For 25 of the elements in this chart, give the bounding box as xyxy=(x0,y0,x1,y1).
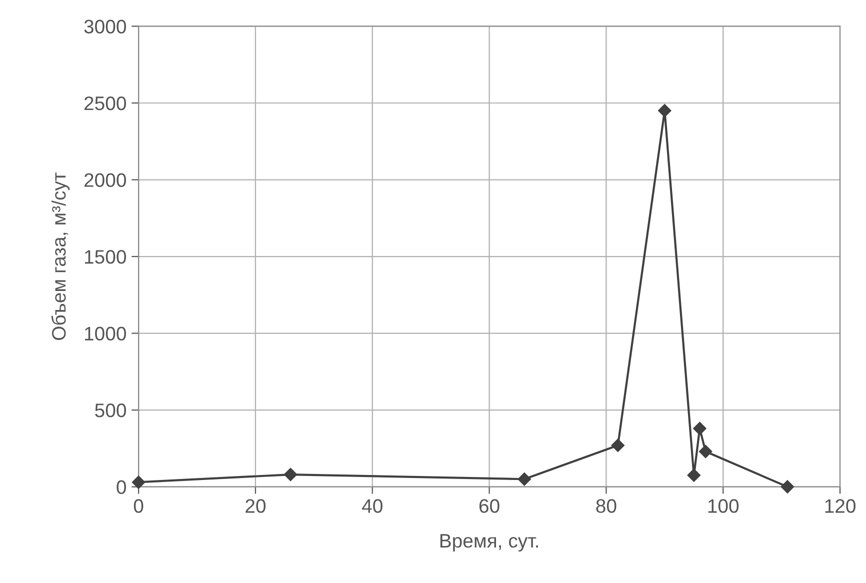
point xyxy=(611,438,624,452)
x-tick-label: 40 xyxy=(362,499,382,513)
y-tick-label: 1500 xyxy=(84,250,126,264)
x-tick-label: 100 xyxy=(708,499,739,513)
point xyxy=(698,444,712,458)
point xyxy=(132,476,146,489)
x-tick-label: 60 xyxy=(479,499,500,513)
point xyxy=(693,422,706,436)
x-tick-label: 0 xyxy=(134,499,144,513)
y-tick-label: 1000 xyxy=(84,326,126,341)
y-tick-label: 2000 xyxy=(84,173,126,187)
point xyxy=(658,104,672,118)
x-tick-label: 80 xyxy=(596,499,616,513)
point xyxy=(687,468,700,482)
y-axis-title: Объем газа, м³/сут xyxy=(51,172,70,340)
y-tick-label: 3000 xyxy=(84,20,126,34)
point xyxy=(780,480,794,494)
point xyxy=(284,468,298,482)
y-tick-label: 0 xyxy=(116,480,126,494)
y-tick-label: 2500 xyxy=(84,96,126,110)
point xyxy=(518,472,531,486)
x-axis-title: Время, сут. xyxy=(440,534,538,552)
x-tick-label: 120 xyxy=(825,499,856,513)
x-tick-label: 20 xyxy=(246,499,266,513)
y-tick-label: 500 xyxy=(95,404,126,418)
